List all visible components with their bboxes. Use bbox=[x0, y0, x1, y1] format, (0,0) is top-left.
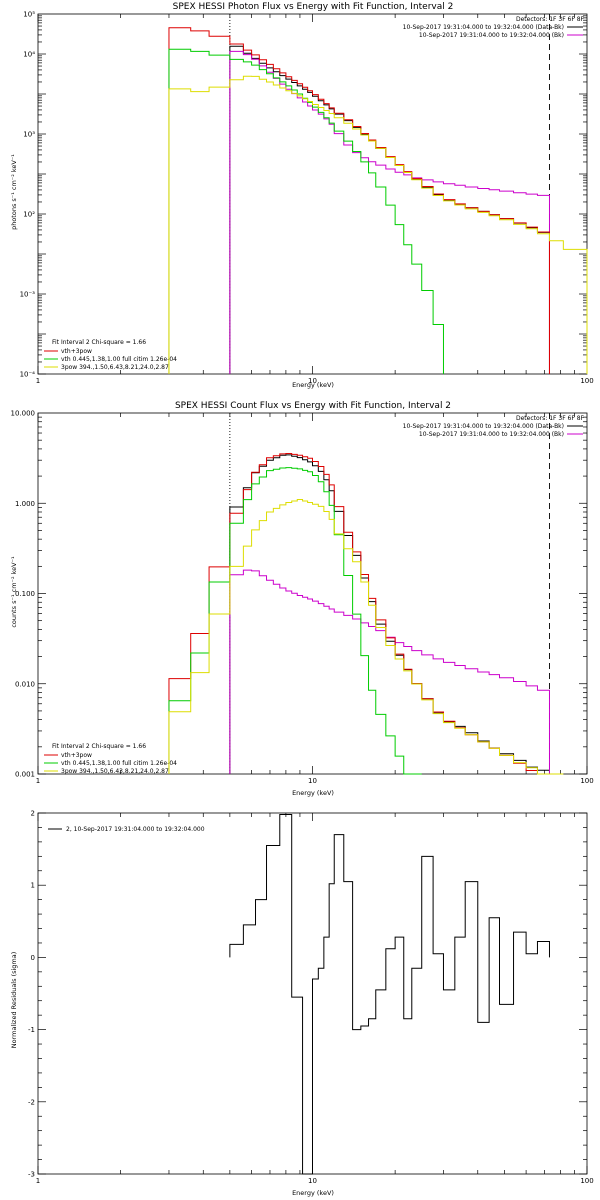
count-detectors-label: Detectors: 1F 3F 6F 8F bbox=[516, 415, 585, 422]
photon-legend-vth3pow: vth+3pow bbox=[61, 348, 92, 355]
count-legend-bk: 10-Sep-2017 19:31:04.000 to 19:32:04.000… bbox=[419, 431, 564, 438]
photon-ytick-label: 10² bbox=[23, 211, 35, 219]
residuals-xtick-label: 10 bbox=[308, 1177, 317, 1185]
photon-ytick-label: 10⁻³ bbox=[20, 291, 36, 299]
residuals-ytick-label: -2 bbox=[28, 1098, 35, 1106]
count-series-bk bbox=[229, 569, 550, 774]
count-ytick-label: 10.000 bbox=[11, 410, 36, 418]
photon-series-vth bbox=[168, 48, 444, 374]
count-legend-data-bk: 10-Sep-2017 19:31:04.000 to 19:32:04.000… bbox=[403, 423, 564, 430]
photon-xtick-label: 1 bbox=[36, 377, 40, 385]
residuals-ytick-label: -1 bbox=[28, 1026, 35, 1034]
photon-xlabel: Energy (keV) bbox=[292, 381, 334, 389]
count-ylabel: counts s⁻¹ cm⁻² keV⁻¹ bbox=[10, 556, 18, 628]
photon-legend-3pow: 3pow 394.,1.50,6.43,8.21,24.0,2.87 bbox=[61, 364, 169, 371]
count-legend-vth3pow: vth+3pow bbox=[61, 752, 92, 759]
count-flux-panel: SPEX HESSI Count Flux vs Energy with Fit… bbox=[10, 401, 594, 797]
residuals-ylabel: Normalized Residuals (sigma) bbox=[10, 952, 18, 1049]
photon-ytick-label: 10³ bbox=[23, 131, 35, 139]
count-legend-3pow: 3pow 394.,1.50,6.43,8.21,24.0,2.87 bbox=[61, 768, 169, 775]
photon-chart-title: SPEX HESSI Photon Flux vs Energy with Fi… bbox=[173, 2, 454, 12]
photon-detectors-label: Detectors: 1F 3F 6F 8F bbox=[516, 16, 585, 23]
residuals-ytick-label: 2 bbox=[31, 810, 35, 818]
count-xtick-label: 10 bbox=[308, 777, 317, 785]
residuals-ytick-label: 1 bbox=[31, 882, 35, 890]
count-ytick-label: 0.001 bbox=[15, 771, 35, 779]
photon-ytick-label: 10⁻⁴ bbox=[20, 371, 36, 379]
photon-ytick-label: 10⁴ bbox=[23, 51, 35, 59]
residuals-ytick-label: -3 bbox=[28, 1171, 35, 1179]
residuals-series bbox=[229, 813, 550, 1175]
photon-legend-vth: vth 0.445,1.38,1.00 full citim 1.26e-04 bbox=[61, 356, 177, 363]
count-series-vth bbox=[168, 467, 422, 775]
count-legend-vth: vth 0.445,1.38,1.00 full citim 1.26e-04 bbox=[61, 760, 177, 767]
count-xtick-label: 100 bbox=[580, 777, 593, 785]
residuals-xlabel: Energy (keV) bbox=[292, 1189, 334, 1197]
photon-legend-bk: 10-Sep-2017 19:31:04.000 to 19:32:04.000… bbox=[419, 32, 564, 39]
photon-series-data-bk bbox=[229, 45, 550, 374]
count-chart-title: SPEX HESSI Count Flux vs Energy with Fit… bbox=[175, 401, 451, 411]
count-xlabel: Energy (keV) bbox=[292, 789, 334, 797]
photon-series-vth-3pow bbox=[168, 27, 550, 374]
photon-series-bk bbox=[229, 50, 550, 374]
photon-fit-header: Fit Interval 2 Chi-square = 1.66 bbox=[52, 339, 146, 346]
residuals-xtick-label: 100 bbox=[580, 1177, 593, 1185]
photon-xtick-label: 10 bbox=[308, 377, 317, 385]
count-ytick-label: 0.100 bbox=[15, 590, 35, 598]
photon-ylabel: photons s⁻¹ cm⁻² keV⁻¹ bbox=[10, 154, 18, 230]
photon-series-3pow bbox=[168, 75, 588, 374]
residuals-legend: 2, 10-Sep-2017 19:31:04.000 to 19:32:04.… bbox=[66, 826, 205, 833]
count-plot-frame bbox=[37, 412, 588, 775]
photon-xtick-label: 100 bbox=[580, 377, 593, 385]
photon-plot-frame bbox=[37, 13, 588, 375]
residuals-panel: Energy (keV) Normalized Residuals (sigma… bbox=[10, 810, 594, 1198]
count-xtick-label: 1 bbox=[36, 777, 40, 785]
count-ytick-label: 0.010 bbox=[15, 680, 35, 688]
photon-legend-data-bk: 10-Sep-2017 19:31:04.000 to 19:32:04.000… bbox=[403, 24, 564, 31]
count-ytick-label: 1.000 bbox=[15, 500, 35, 508]
photon-ytick-label: 10⁵ bbox=[23, 11, 35, 19]
count-series-3pow bbox=[168, 499, 564, 775]
photon-flux-panel: SPEX HESSI Photon Flux vs Energy with Fi… bbox=[10, 2, 594, 389]
count-fit-header: Fit Interval 2 Chi-square = 1.66 bbox=[52, 743, 146, 750]
residuals-xtick-label: 1 bbox=[36, 1177, 40, 1185]
count-series-data-bk bbox=[229, 454, 550, 774]
residuals-ytick-label: 0 bbox=[31, 954, 35, 962]
